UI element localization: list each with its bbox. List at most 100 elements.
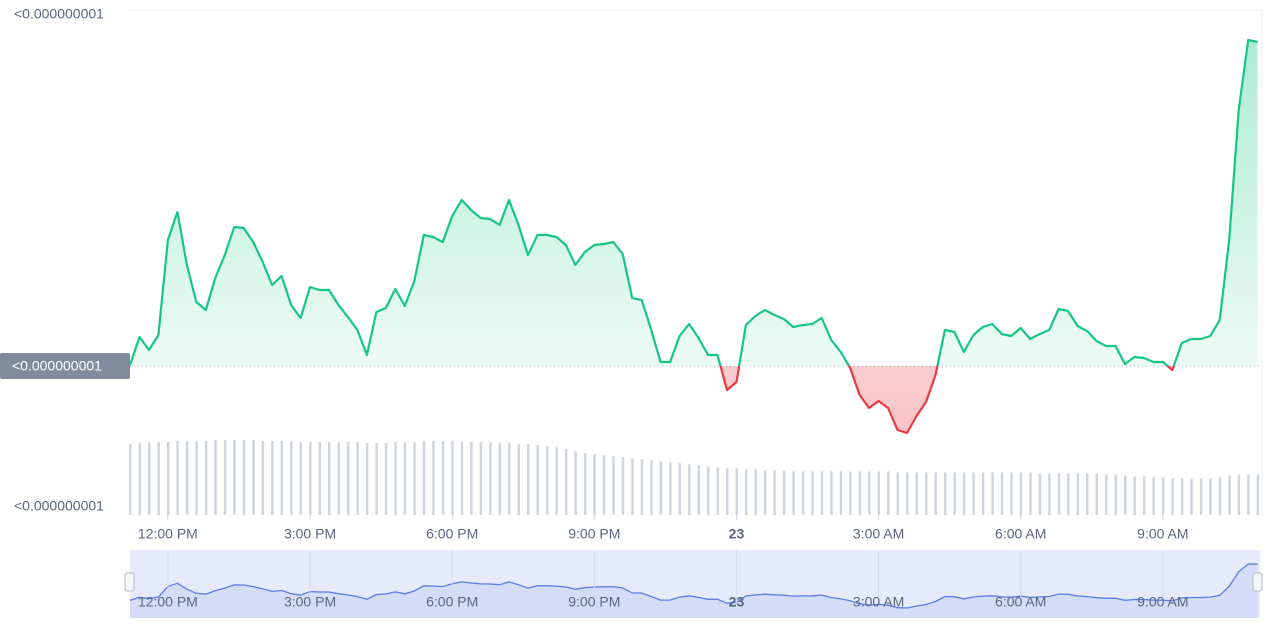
volume-bar <box>498 443 502 515</box>
volume-bar <box>1010 472 1013 515</box>
volume-bar <box>858 471 862 515</box>
volume-bar <box>1209 478 1212 515</box>
volume-bar <box>479 442 483 515</box>
volume-bar <box>1199 478 1203 515</box>
volume-bar <box>129 444 132 515</box>
volume-bar <box>868 471 871 515</box>
volume-bar <box>545 446 549 515</box>
volume-bar <box>839 471 843 515</box>
x-tick-label: 3:00 AM <box>853 526 904 542</box>
volume-bar <box>422 441 426 515</box>
volume-bar <box>887 471 890 515</box>
volume-bar <box>508 443 511 515</box>
volume-bar <box>744 469 748 515</box>
volume-bar <box>1105 474 1108 515</box>
volume-bar <box>337 442 340 515</box>
volume-bar <box>261 441 265 515</box>
reference-badge <box>0 353 130 379</box>
volume-bar <box>432 441 435 515</box>
volume-bar <box>1114 474 1117 515</box>
navigator-line <box>129 563 1258 609</box>
volume-bar <box>716 467 720 515</box>
volume-bar <box>166 442 170 515</box>
volume-bar <box>1057 473 1061 515</box>
volume-bar <box>1247 474 1250 515</box>
volume-bar <box>972 472 975 515</box>
volume-bar <box>1076 473 1080 515</box>
volume-bar <box>602 455 606 515</box>
volume-bar <box>271 441 274 515</box>
x-tick-label: 23 <box>729 526 745 542</box>
volume-bar <box>517 444 521 515</box>
volume-bar <box>1142 476 1146 515</box>
navigator-tick-label: 23 <box>729 594 745 610</box>
volume-bar <box>621 457 625 515</box>
navigator-handle[interactable] <box>124 572 135 592</box>
volume-bar <box>1086 473 1089 515</box>
volume-bar <box>811 471 814 515</box>
volume-bar <box>1256 474 1260 515</box>
volume-bar <box>574 451 577 515</box>
volume-bar <box>375 443 378 515</box>
volume-bar <box>346 442 350 515</box>
volume-bar <box>877 471 881 515</box>
x-tick-label: 3:00 PM <box>284 526 336 542</box>
volume-bar <box>555 447 558 515</box>
volume-bar <box>489 442 492 515</box>
volume-bar <box>147 442 151 515</box>
volume-bar <box>470 442 473 515</box>
area-above <box>130 40 1258 366</box>
volume-bar <box>1161 477 1165 515</box>
navigator-tick-label: 9:00 PM <box>568 594 620 610</box>
navigator-handle[interactable] <box>1252 572 1263 592</box>
navigator-area <box>130 564 1258 618</box>
navigator-tick-label: 9:00 AM <box>1137 594 1188 610</box>
volume-bar <box>707 466 710 515</box>
y-tick-label: <0.000000001 <box>14 498 104 514</box>
volume-bar <box>309 442 312 515</box>
volume-bar <box>1029 472 1032 515</box>
volume-bar <box>441 441 445 515</box>
volume-bar <box>820 471 824 515</box>
volume-bar <box>697 465 701 515</box>
volume-bar <box>299 442 303 515</box>
navigator-tick-label: 3:00 AM <box>853 594 904 610</box>
volume-bar <box>906 472 909 515</box>
volume-bar <box>403 442 407 515</box>
volume-bar <box>801 471 805 515</box>
volume-bar <box>1152 477 1155 515</box>
volume-bar <box>1190 478 1193 515</box>
volume-bar <box>583 453 587 515</box>
volume-bar <box>763 470 767 515</box>
x-tick-label: 6:00 AM <box>995 526 1046 542</box>
volume-bar <box>214 440 217 515</box>
navigator-tick-label: 12:00 PM <box>138 594 198 610</box>
volume-bar <box>526 444 530 515</box>
volume-bar <box>669 462 672 515</box>
volume-bar <box>962 472 966 515</box>
volume-bar <box>327 442 331 515</box>
volume-bar <box>1000 472 1004 515</box>
volume-bar <box>1123 475 1127 515</box>
navigator-tick-label: 6:00 PM <box>426 594 478 610</box>
volume-bar <box>943 472 947 515</box>
volume-bar <box>849 471 852 515</box>
volume-bar <box>735 468 738 515</box>
volume-bar <box>1067 473 1070 515</box>
volume-bar <box>280 441 284 515</box>
volume-bar <box>176 441 179 515</box>
volume-bar <box>365 443 369 515</box>
volume-bar <box>659 461 663 515</box>
volume-bar <box>754 469 757 515</box>
volume-bar <box>725 468 729 515</box>
y-tick-label: <0.000000001 <box>14 6 104 22</box>
volume-bar <box>536 445 539 515</box>
volume-bar <box>223 440 227 515</box>
volume-bar <box>204 441 208 515</box>
x-tick-label: 9:00 PM <box>568 526 620 542</box>
volume-bar <box>413 442 416 515</box>
volume-bar <box>1133 476 1136 515</box>
reference-label: <0.000000001 <box>12 358 102 374</box>
volume-bar <box>896 472 900 515</box>
